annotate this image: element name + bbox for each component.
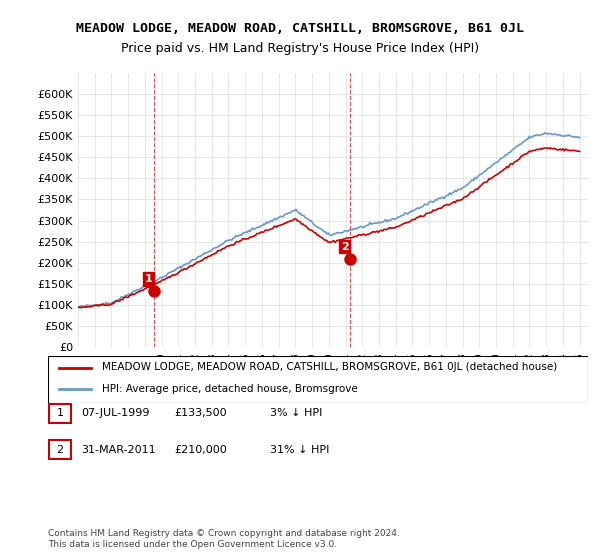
FancyBboxPatch shape (48, 356, 588, 403)
Text: MEADOW LODGE, MEADOW ROAD, CATSHILL, BROMSGROVE, B61 0JL (detached house): MEADOW LODGE, MEADOW ROAD, CATSHILL, BRO… (102, 362, 557, 372)
FancyBboxPatch shape (49, 440, 71, 459)
Text: MEADOW LODGE, MEADOW ROAD, CATSHILL, BROMSGROVE, B61 0JL: MEADOW LODGE, MEADOW ROAD, CATSHILL, BRO… (76, 22, 524, 35)
Text: £133,500: £133,500 (174, 408, 227, 418)
Text: 07-JUL-1999: 07-JUL-1999 (81, 408, 149, 418)
Text: 31-MAR-2011: 31-MAR-2011 (81, 445, 155, 455)
Text: 3% ↓ HPI: 3% ↓ HPI (270, 408, 322, 418)
FancyBboxPatch shape (49, 404, 71, 423)
Text: HPI: Average price, detached house, Bromsgrove: HPI: Average price, detached house, Brom… (102, 384, 358, 394)
Text: £210,000: £210,000 (174, 445, 227, 455)
Text: 31% ↓ HPI: 31% ↓ HPI (270, 445, 329, 455)
Text: 1: 1 (56, 408, 64, 418)
Text: Contains HM Land Registry data © Crown copyright and database right 2024.
This d: Contains HM Land Registry data © Crown c… (48, 529, 400, 549)
Text: 1: 1 (145, 274, 152, 284)
Text: Price paid vs. HM Land Registry's House Price Index (HPI): Price paid vs. HM Land Registry's House … (121, 42, 479, 55)
Text: 2: 2 (56, 445, 64, 455)
Text: 2: 2 (341, 242, 349, 252)
